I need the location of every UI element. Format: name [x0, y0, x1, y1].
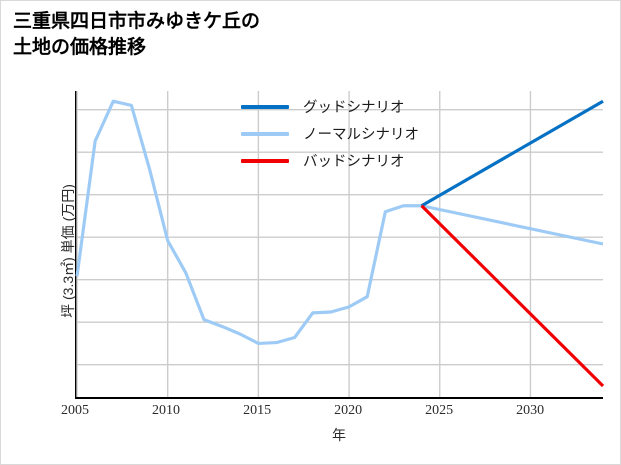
x-tick-label: 2005 [61, 403, 89, 418]
x-tick-label: 2030 [516, 403, 545, 418]
y-axis-label-wrapper: 坪 (3.3㎡) 単価 (万円) [3, 102, 76, 399]
legend-swatch-normal-icon [241, 131, 289, 136]
series-line [75, 99, 604, 346]
legend-swatch-bad-icon [241, 158, 289, 163]
page-title: 三重県四日市市みゆきケ丘の 土地の価格推移 [13, 11, 261, 58]
x-tick-label: 2020 [334, 403, 363, 418]
series-layer [75, 99, 605, 388]
series-line [420, 204, 605, 388]
legend-item-good[interactable]: グッドシナリオ [241, 93, 471, 120]
x-axis-label: 年 [332, 427, 346, 443]
legend-label-good: グッドシナリオ [303, 100, 405, 116]
series-line [420, 99, 604, 208]
x-tick-label: 2025 [425, 403, 454, 418]
x-tick-label: 2015 [243, 403, 272, 418]
legend-item-bad[interactable]: バッドシナリオ [241, 147, 471, 174]
legend-label-normal: ノーマルシナリオ [303, 127, 419, 143]
legend-swatch-good-icon [241, 104, 289, 109]
x-tick-label: 2010 [152, 403, 181, 418]
plot-area [75, 91, 605, 399]
chart-legend: グッドシナリオ ノーマルシナリオ バッドシナリオ [241, 93, 471, 174]
legend-label-bad: バッドシナリオ [303, 154, 405, 170]
legend-item-normal[interactable]: ノーマルシナリオ [241, 120, 471, 147]
